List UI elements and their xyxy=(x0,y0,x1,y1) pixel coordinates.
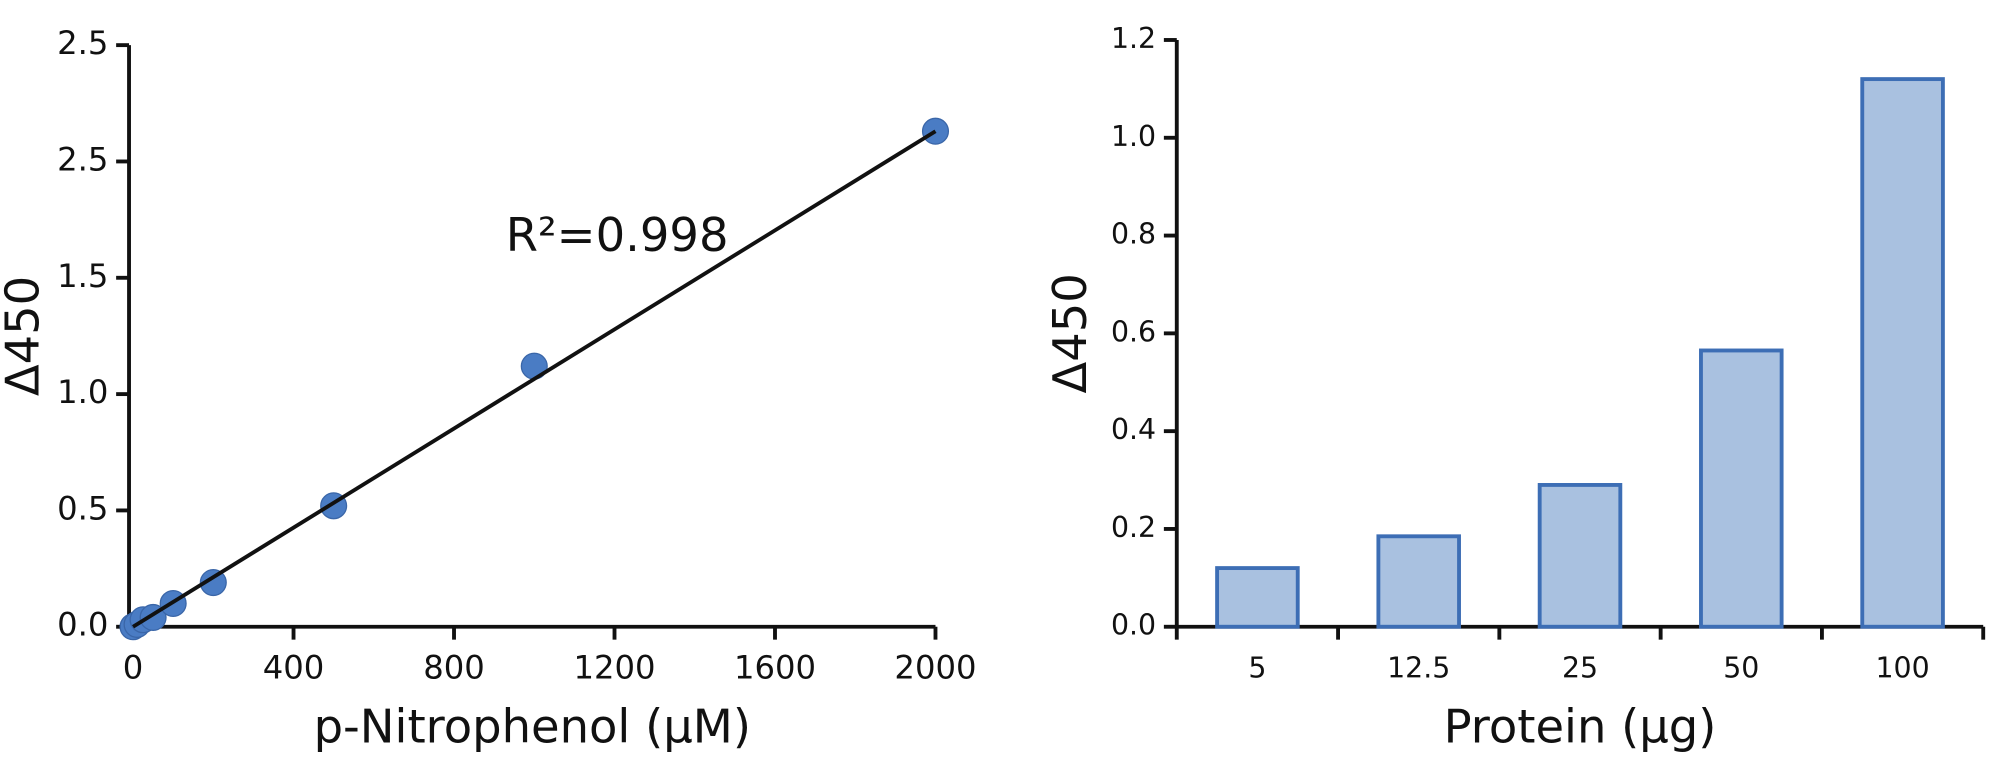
bar xyxy=(1860,77,1945,629)
x-tick-label: 1600 xyxy=(734,648,816,686)
y-tick-label: 0.0 xyxy=(1111,609,1156,642)
y-tick-label: 0.8 xyxy=(1111,218,1156,251)
x-tick-label: 12.5 xyxy=(1387,651,1450,684)
x-axis-title: Protein (µg) xyxy=(1444,699,1717,753)
fit-line xyxy=(132,129,937,629)
y-tick-label: 1.0 xyxy=(1111,120,1156,153)
x-tick-label: 800 xyxy=(423,648,485,686)
y-tick-label: 0.0 xyxy=(57,606,108,644)
y-tick-label: 2.5 xyxy=(57,24,108,62)
y-tick-label: 0.5 xyxy=(57,489,108,527)
x-tick-label: 25 xyxy=(1562,651,1598,684)
y-tick-label: 0.2 xyxy=(1111,511,1156,544)
x-tick-label: 400 xyxy=(263,648,325,686)
y-tick-label: 0.6 xyxy=(1111,315,1156,348)
x-tick-label: 2000 xyxy=(894,648,976,686)
y-tick-label: 1.2 xyxy=(1111,22,1156,55)
x-tick-label: 100 xyxy=(1876,651,1930,684)
bar xyxy=(1376,534,1461,629)
y-axis-title: Δ450 xyxy=(0,276,49,396)
y-tick-label: 1.5 xyxy=(57,257,108,295)
x-tick-label: 0 xyxy=(123,648,144,686)
x-axis-title: p-Nitrophenol (µM) xyxy=(314,699,751,753)
y-tick-label: 0.4 xyxy=(1111,413,1156,446)
bar xyxy=(1215,566,1300,629)
x-tick-label: 1200 xyxy=(573,648,655,686)
bar xyxy=(1699,348,1784,629)
y-tick-label: 2.5 xyxy=(57,140,108,178)
annotation: R²=0.998 xyxy=(506,208,729,262)
y-axis-title: Δ450 xyxy=(1043,273,1097,393)
y-tick-label: 1.0 xyxy=(57,373,108,411)
x-tick-label: 5 xyxy=(1248,651,1266,684)
x-tick-label: 50 xyxy=(1723,651,1759,684)
bar xyxy=(1537,483,1623,629)
data-point xyxy=(199,569,227,597)
